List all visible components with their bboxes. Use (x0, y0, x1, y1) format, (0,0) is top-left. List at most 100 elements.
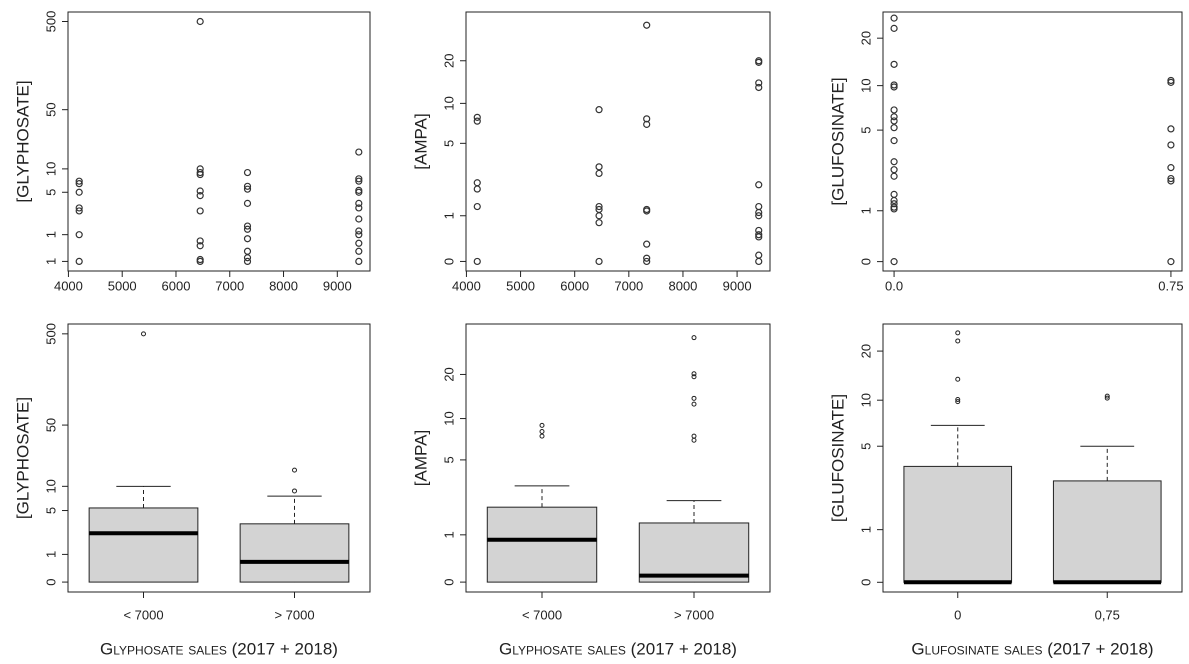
data-point (196, 257, 204, 266)
plot-frame (882, 11, 1183, 272)
y-tick-label: 1 (43, 231, 58, 238)
y-tick-label: 0 (858, 579, 873, 586)
y-tick-label: 1 (441, 531, 456, 538)
plot-frame (67, 323, 371, 593)
data-point (75, 180, 83, 188)
plot-frame (465, 323, 771, 593)
data-point (196, 242, 204, 250)
outlier (1104, 395, 1110, 401)
data-point (755, 251, 763, 259)
data-point (890, 190, 898, 198)
y-tick-label: 10 (43, 162, 58, 176)
x-axis-label: Glyphosate sales (2017 + 2018) (100, 639, 338, 658)
data-point (243, 225, 252, 233)
data-point (595, 219, 603, 227)
data-point (643, 120, 651, 128)
y-tick-label: 20 (441, 367, 456, 381)
data-point (196, 192, 204, 200)
data-point (75, 188, 83, 196)
data-point (355, 231, 363, 239)
data-point (890, 258, 898, 266)
data-point (890, 124, 898, 132)
data-point (355, 257, 363, 266)
data-point (473, 185, 481, 193)
x-tick-label: 9000 (323, 278, 352, 293)
outlier (955, 399, 961, 405)
data-point (1167, 164, 1175, 172)
x-tick-label: 9000 (723, 278, 752, 293)
box (638, 522, 750, 583)
data-point (890, 158, 898, 166)
data-point (473, 113, 481, 121)
data-point (755, 257, 763, 266)
data-point (890, 60, 898, 68)
y-tick-label: 20 (858, 31, 873, 45)
y-tick-label: 0 (43, 578, 58, 585)
data-point (355, 175, 363, 183)
y-tick-label: 50 (43, 418, 58, 432)
plot-frame (67, 11, 371, 272)
plot-frame (882, 323, 1183, 593)
data-point (355, 177, 363, 185)
data-point (890, 81, 898, 89)
box (1052, 480, 1162, 583)
data-point (643, 257, 651, 266)
data-point (196, 187, 204, 195)
x-axis-label: Glufosinate sales (2017 + 2018) (911, 639, 1153, 658)
y-tick-label: 10 (858, 78, 873, 92)
x-tick-label: > 7000 (274, 607, 314, 622)
y-tick-label: 10 (858, 393, 873, 407)
y-axis-label: [AMPA] (411, 113, 430, 169)
x-tick-label: 6000 (560, 278, 589, 293)
outlier (955, 376, 961, 382)
outlier (292, 467, 297, 473)
y-tick-label: 0 (441, 258, 456, 265)
y-axis-label: [GLYPHOSATE] (13, 397, 32, 519)
y-tick-label: 5 (441, 456, 456, 463)
data-point (243, 199, 252, 207)
data-point (890, 117, 898, 125)
outlier (539, 428, 545, 434)
x-tick-label: 0,75 (1095, 607, 1120, 622)
data-point (75, 204, 83, 212)
data-point (1167, 174, 1175, 183)
x-tick-label: 5000 (108, 278, 137, 293)
y-tick-label: 1 (43, 258, 58, 265)
data-point (243, 247, 252, 255)
y-tick-label: 1 (858, 207, 873, 214)
data-point (755, 231, 763, 239)
y-tick-label: 10 (441, 96, 456, 110)
data-point (243, 168, 252, 177)
data-point (243, 185, 252, 193)
data-point (643, 254, 651, 262)
x-tick-label: > 7000 (674, 607, 714, 622)
x-tick-label: 8000 (269, 278, 298, 293)
data-point (355, 215, 363, 223)
data-point (890, 106, 898, 114)
y-tick-label: 5 (43, 189, 58, 196)
y-tick-label: 500 (43, 11, 58, 33)
outlier (691, 371, 697, 377)
y-tick-label: 20 (858, 344, 873, 358)
data-point (196, 237, 204, 245)
data-point (890, 196, 898, 205)
y-axis-label: [GLUFOSINATE] (828, 394, 847, 522)
data-point (1167, 125, 1175, 133)
data-point (196, 17, 204, 26)
data-point (890, 205, 898, 213)
data-point (643, 240, 651, 248)
box (903, 465, 1013, 583)
x-tick-label: 0 (954, 607, 961, 622)
data-point (355, 204, 363, 212)
outlier (691, 433, 697, 439)
data-point (595, 106, 603, 114)
data-point (755, 83, 763, 92)
outlier (691, 437, 697, 443)
data-point (643, 21, 651, 29)
x-tick-label: 0.75 (1158, 278, 1183, 293)
data-point (355, 227, 363, 235)
data-point (1167, 177, 1175, 185)
data-point (755, 208, 763, 217)
data-point (473, 257, 481, 266)
outlier (691, 395, 697, 401)
